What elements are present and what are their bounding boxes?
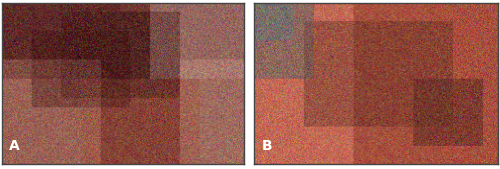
Text: B: B (262, 139, 272, 153)
Text: A: A (10, 139, 20, 153)
